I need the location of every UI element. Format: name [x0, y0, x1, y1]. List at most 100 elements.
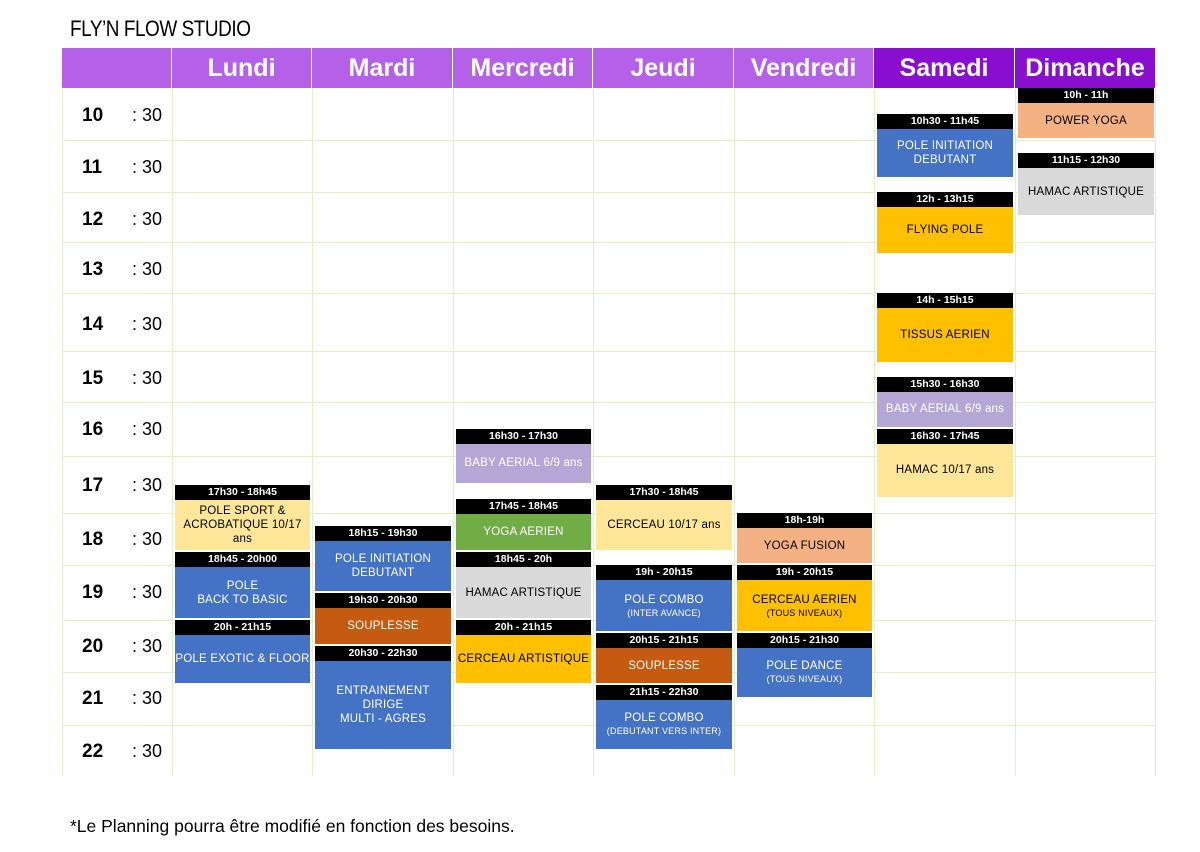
class-block[interactable]: 11h15 - 12h30 HAMAC ARTISTIQUE: [1018, 153, 1154, 215]
hour-label: 15: [82, 368, 104, 389]
class-body: HAMAC ARTISTIQUE: [456, 567, 591, 618]
class-time: 14h - 15h15: [877, 293, 1013, 308]
half-hour-label: : 30: [132, 209, 163, 229]
hour-row-13: 13 : 30: [62, 259, 172, 283]
class-name: BABY AERIAL 6/9 ans: [464, 457, 583, 470]
class-block[interactable]: 18h45 - 20h HAMAC ARTISTIQUE: [456, 552, 591, 618]
class-time: 17h30 - 18h45: [596, 484, 732, 500]
class-body: POLE COMBO (DEBUTANT VERS INTER): [596, 700, 732, 749]
class-time: 17h45 - 18h45: [456, 498, 591, 514]
hour-gridline: [62, 242, 1156, 243]
class-name: DEBUTANT: [913, 154, 977, 166]
class-name: SOUPLESSE: [628, 659, 700, 672]
hour-row-19: 19: 30: [62, 582, 172, 606]
class-block[interactable]: 10h30 - 11h45 POLE INITIATION DEBUTANT: [877, 114, 1013, 177]
class-level: (INTER AVANCE): [627, 607, 701, 618]
hour-gridline: [62, 351, 1156, 352]
hour-gridline: [62, 140, 1156, 141]
class-body: POLE INITIATION DEBUTANT: [877, 129, 1013, 177]
hour-label: 11: [82, 157, 103, 178]
class-block[interactable]: 17h45 - 18h45 YOGA AERIEN: [456, 498, 591, 550]
class-time: 11h15 - 12h30: [1018, 153, 1154, 168]
class-name: ACROBATIQUE 10/17 ans: [183, 518, 302, 545]
class-block[interactable]: 19h30 - 20h30 SOUPLESSE: [315, 592, 451, 644]
class-name: ENTRAINEMENT DIRIGE: [336, 684, 430, 711]
class-block[interactable]: 20h - 21h15 POLE EXOTIC & FLOOR: [175, 620, 310, 684]
class-body: FLYING POLE: [877, 207, 1013, 253]
half-hour-label: : 30: [132, 475, 163, 495]
hour-row-21: 21: 30: [62, 688, 172, 712]
class-time: 20h - 21h15: [175, 620, 310, 635]
class-name: POLE INITIATION: [334, 552, 432, 565]
class-body: POLE EXOTIC & FLOOR: [175, 635, 310, 684]
class-block[interactable]: 15h30 - 16h30 BABY AERIAL 6/9 ans: [877, 376, 1013, 427]
class-block[interactable]: 17h30 - 18h45 POLE SPORT & ACROBATIQUE 10/…: [175, 484, 310, 550]
class-time: 19h30 - 20h30: [315, 592, 451, 608]
class-name: YOGA AERIEN: [483, 525, 564, 538]
half-hour-label: : 30: [132, 157, 163, 177]
class-body: POLE COMBO (INTER AVANCE): [596, 580, 732, 631]
hour-gridline: [62, 293, 1156, 294]
day-header-row: Lundi Mardi Mercredi Jeudi Vendredi Samedi Dim…: [62, 48, 1156, 88]
class-block[interactable]: 18h-19h YOGA FUSION: [737, 513, 872, 563]
class-name: SOUPLESSE: [347, 619, 419, 632]
day-header-samedi: Samedi: [874, 48, 1015, 88]
class-block[interactable]: 10h - 11h POWER YOGA: [1018, 88, 1154, 138]
class-block[interactable]: 14h - 15h15 TISSUS AERIEN: [877, 293, 1013, 362]
class-block[interactable]: 17h30 - 18h45 CERCEAU 10/17 ans: [596, 484, 732, 550]
class-level: (DEBUTANT VERS INTER): [606, 726, 722, 737]
class-block[interactable]: 20h30 - 22h30 ENTRAINEMENT DIRIGE MULTI - …: [315, 646, 451, 749]
class-time: 10h - 11h: [1018, 88, 1154, 103]
class-name: POLE COMBO: [624, 593, 704, 606]
class-name: POLE COMBO: [624, 712, 704, 725]
class-block[interactable]: 20h15 - 21h15 SOUPLESSE: [596, 633, 732, 684]
class-name: CERCEAU AERIEN: [752, 593, 857, 606]
class-block[interactable]: 16h30 - 17h30 BABY AERIAL 6/9 ans: [456, 429, 591, 483]
hour-row-16: 16 : 30: [62, 419, 172, 443]
class-name: HAMAC 10/17 ans: [895, 464, 995, 477]
day-header-lundi: Lundi: [172, 48, 312, 88]
class-name: CERCEAU ARTISTIQUE: [457, 653, 590, 666]
class-block[interactable]: 18h45 - 20h00 POLE BACK TO BASIC: [175, 552, 310, 618]
class-block[interactable]: 18h15 - 19h30 POLE INITIATION DEBUTANT: [315, 526, 451, 591]
class-name: POLE SPORT &: [199, 504, 286, 517]
half-hour-label: : 30: [132, 688, 163, 708]
class-time: 17h30 - 18h45: [175, 484, 310, 500]
footnote: *Le Planning pourra être modifié en fonc…: [70, 816, 515, 836]
class-block[interactable]: 19h - 20h15 CERCEAU AERIEN (TOUS NIVEAUX): [737, 565, 872, 631]
hour-row-14: 14: 30: [62, 314, 172, 338]
day-header-mercredi: Mercredi: [453, 48, 593, 88]
half-hour-label: : 30: [132, 259, 163, 279]
day-header-vendredi: Vendredi: [734, 48, 874, 88]
class-block[interactable]: 21h15 - 22h30 POLE COMBO (DEBUTANT VERS IN…: [596, 685, 732, 749]
class-block[interactable]: 20h - 21h15 CERCEAU ARTISTIQUE: [456, 620, 591, 684]
hour-gridline: [62, 402, 1156, 403]
class-time: 19h - 20h15: [596, 565, 732, 580]
class-body: POLE INITIATION DEBUTANT: [315, 541, 451, 591]
day-gridline: [312, 88, 313, 776]
hour-label: 17: [82, 475, 104, 496]
class-name: HAMAC ARTISTIQUE: [465, 586, 582, 599]
header-corner: [62, 48, 172, 88]
class-name: POLE EXOTIC & FLOOR: [175, 653, 310, 666]
day-gridline: [453, 88, 454, 776]
class-block[interactable]: 19h - 20h15 POLE COMBO (INTER AVANCE): [596, 565, 732, 631]
hour-label: 13: [82, 259, 104, 280]
class-block[interactable]: 12h - 13h15 FLYING POLE: [877, 192, 1013, 253]
class-time: 18h15 - 19h30: [315, 526, 451, 541]
hour-label: 16: [82, 419, 104, 440]
class-time: 18h45 - 20h00: [175, 552, 310, 567]
half-hour-label: : 30: [132, 419, 163, 439]
class-body: HAMAC 10/17 ans: [877, 444, 1013, 497]
half-hour-label: : 30: [132, 741, 163, 761]
half-hour-label: : 30: [132, 368, 163, 388]
hour-row-17: 17 : 30: [62, 475, 172, 499]
class-block[interactable]: 16h30 - 17h45 HAMAC 10/17 ans: [877, 429, 1013, 497]
class-time: 20h30 - 22h30: [315, 646, 451, 661]
class-name: CERCEAU 10/17 ans: [607, 518, 721, 531]
class-block[interactable]: 20h15 - 21h30 POLE DANCE (TOUS NIVEAUX): [737, 633, 872, 697]
studio-title: FLY’N FLOW STUDIO: [70, 16, 251, 41]
day-gridline: [874, 88, 875, 776]
hour-row-18: 18: 30: [62, 529, 172, 553]
class-time: 16h30 - 17h45: [877, 429, 1013, 444]
